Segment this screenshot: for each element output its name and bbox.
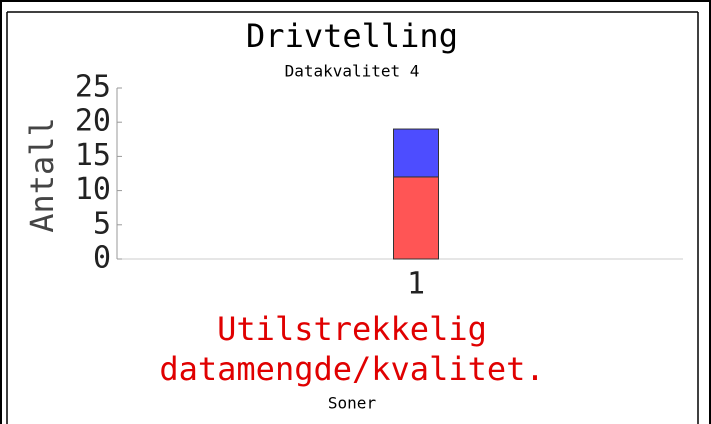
annotation: Utilstrekkelig — [217, 310, 487, 348]
y-tick-label: 5 — [93, 206, 111, 241]
y-tick-label: 20 — [75, 104, 111, 139]
y-tick-label: 15 — [75, 138, 111, 173]
y-tick-label: 25 — [75, 70, 111, 105]
bar-segment — [393, 176, 439, 260]
y-tick-label: 10 — [75, 172, 111, 207]
chart-title: Drivtelling — [246, 17, 458, 55]
chart-subtitle: Datakvalitet 4 — [285, 62, 420, 81]
bar-segment — [393, 128, 439, 178]
y-axis-label: Antall — [23, 117, 61, 233]
annotation: datamengde/kvalitet. — [159, 350, 544, 388]
y-tick-label: 0 — [93, 241, 111, 276]
x-axis-label: Soner — [328, 394, 377, 413]
x-tick-label: 1 — [407, 267, 425, 302]
